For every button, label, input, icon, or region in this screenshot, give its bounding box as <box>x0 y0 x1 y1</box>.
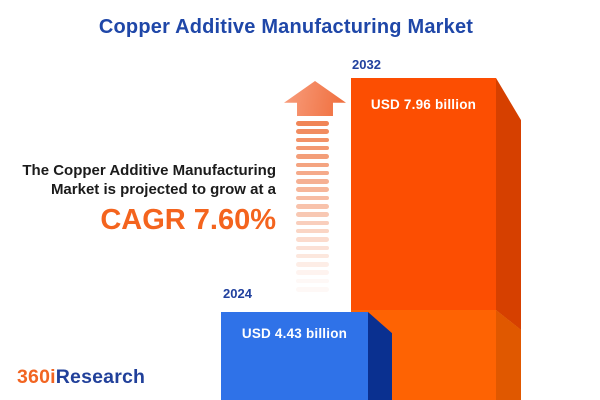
arrow-dash <box>296 145 329 151</box>
arrow-dash <box>296 154 329 159</box>
bar-2032-face-upper <box>351 78 496 310</box>
value-label-2024: USD 4.43 billion <box>241 326 348 341</box>
arrow-dash <box>296 237 329 242</box>
brand-logo-blue: Research <box>55 366 146 388</box>
arrow-dash <box>296 187 329 192</box>
brand-logo: 360iResearch <box>17 366 145 389</box>
arrow-dash <box>296 245 329 251</box>
arrow-dash <box>296 179 329 184</box>
arrow-dash-trail <box>296 121 329 297</box>
year-label-2024: 2024 <box>223 286 252 301</box>
bar-2032-3d-side-upper <box>496 78 521 330</box>
arrow-dash <box>296 204 329 209</box>
arrow-dash <box>296 121 329 126</box>
bar-2024-face <box>221 312 368 400</box>
year-label-2032: 2032 <box>352 57 381 72</box>
arrow-dash <box>296 253 329 259</box>
arrow-dash <box>296 287 329 292</box>
arrow-up-icon <box>284 81 346 116</box>
arrow-dash <box>296 220 329 226</box>
arrow-dash <box>296 195 329 201</box>
arrow-dash <box>296 212 329 217</box>
page-title: Copper Additive Manufacturing Market <box>98 16 474 38</box>
arrow-dash <box>296 262 329 267</box>
cagr-value: CAGR 7.60% <box>100 204 276 236</box>
arrow-dash <box>296 170 329 176</box>
arrow-dash <box>296 162 329 168</box>
arrow-dash <box>296 137 329 143</box>
brand-logo-orange: 360i <box>17 366 56 388</box>
arrow-dash <box>296 270 329 275</box>
arrow-dash <box>296 129 329 134</box>
arrow-dash <box>296 228 329 234</box>
value-label-2032: USD 7.96 billion <box>370 97 477 112</box>
growth-annotation: The Copper Additive Manufacturing Market… <box>22 161 276 235</box>
growth-line1: The Copper Additive Manufacturing <box>22 162 276 179</box>
growth-line2: Market is projected to grow at a <box>50 181 276 198</box>
arrow-dash <box>296 278 329 284</box>
